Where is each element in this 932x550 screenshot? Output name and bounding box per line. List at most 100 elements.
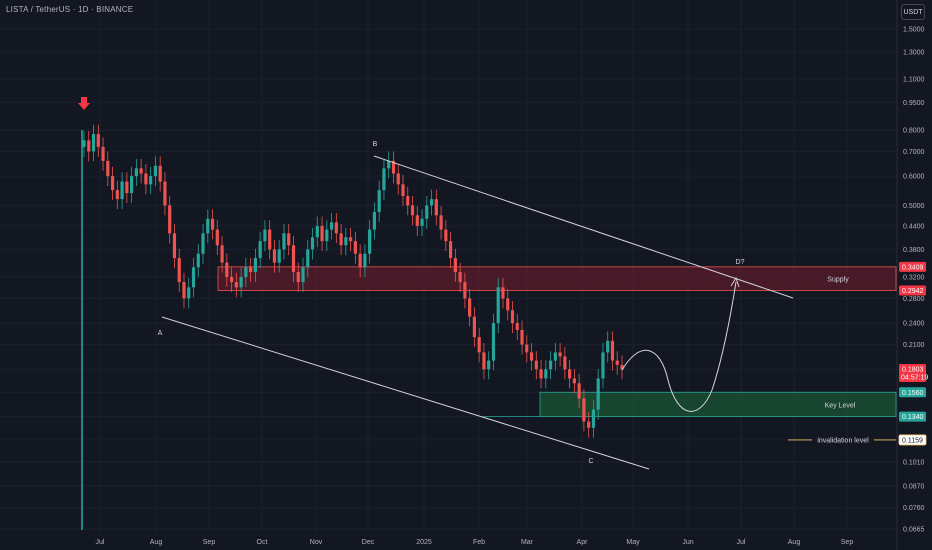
candle-body [444,229,448,242]
candle-body [572,378,576,384]
candle-body [429,199,434,206]
invalidation-label: invalidation level [817,437,869,444]
candle-body [296,272,300,283]
bar-countdown: 04:57:19 [901,375,928,382]
candle-body [315,225,319,238]
candle-body [401,184,405,197]
candle-body [177,258,181,283]
candle-body [110,176,115,191]
candle-body [168,205,172,234]
candle-body [234,282,238,288]
down-arrow-icon [78,97,90,110]
candles-layer [81,124,624,530]
candle-body [610,340,615,361]
candle-body [249,267,253,273]
y-tick-label: 0.0870 [903,483,925,490]
candle-body [134,168,138,177]
x-tick-label: Mar [521,539,534,546]
y-tick-label: 0.0760 [903,505,925,512]
candle-body [487,360,491,370]
candle-body [439,215,443,230]
symbol-header[interactable]: LISTA / TetherUS · 1D · BINANCE [6,5,134,14]
x-tick-label: Jul [737,539,746,546]
candle-body [91,134,96,152]
candle-body [434,199,438,216]
candle-body [225,262,229,277]
wave-label-d: D? [736,259,745,266]
candle-body [158,165,162,182]
candle-body [196,253,200,268]
candle-body [525,344,529,353]
price-tag-value: 0.1159 [902,437,923,444]
forecast-path [621,281,737,412]
candle-body [544,369,548,379]
candle-body [601,352,605,379]
candle-body [125,181,129,194]
y-tick-label: 0.7000 [903,149,925,156]
price-tag-invalidation [898,434,927,446]
candle-body [115,190,119,200]
price-tag-supply-top [899,261,926,272]
y-tick-label: 0.3200 [903,274,925,281]
candle-body [620,364,624,370]
y-axis[interactable]: 1.5000 1.3000 1.1000 0.9500 0.8000 0.7000 0.60… [903,27,925,534]
candle-body [420,218,424,226]
candle-body [406,196,410,206]
wave-label-a: A [158,330,163,337]
candle-body [468,298,472,317]
candle-body [149,176,153,185]
candle-body [272,249,277,263]
candle-body [120,181,124,200]
zones-layer: Supply Key Level invalidation level [217,266,897,444]
candle-body [310,237,315,250]
y-tick-label: 0.1010 [903,460,925,467]
candle-body [96,134,100,147]
x-axis[interactable]: Jul Aug Sep Oct Nov Dec 2025 Feb Mar Apr May Jun Jul… [96,539,854,546]
candle-body [391,160,396,174]
x-tick-label: May [626,539,640,546]
candle-body [568,369,572,379]
candle-body [472,316,477,338]
currency-unit-button[interactable]: USDT [901,4,925,20]
candle-body [263,229,267,242]
candle-body [510,310,515,324]
candle-body [520,329,524,345]
candle-body [306,249,310,268]
candle-body [191,267,196,288]
candle-body [101,146,105,161]
candle-body [534,360,538,370]
y-tick-label: 0.4400 [903,223,925,230]
candle-body [449,241,453,259]
price-tag-value: 0.1560 [902,390,924,397]
x-tick-label: Jul [96,539,105,546]
price-tag-key-bottom [899,411,926,422]
candle-body [596,378,600,410]
candle-body [463,282,467,299]
x-tick-label: Dec [362,539,375,546]
candle-body [282,233,286,250]
candle-body [458,272,462,283]
candle-body [582,398,586,422]
candle-body [172,233,177,259]
y-tick-label: 0.2800 [903,296,925,303]
candle-body [215,229,219,246]
candle-body [253,258,257,273]
candle-body [382,168,386,191]
candle-body [353,241,357,254]
candle-body [558,352,562,357]
y-tick-label: 0.6000 [903,174,925,181]
wave-label-c: C [588,458,593,465]
candle-body [258,241,262,259]
candle-body [163,181,167,206]
y-tick-label: 0.5000 [903,203,925,210]
candle-body [291,245,296,273]
candle-body [615,360,619,365]
candle-body [477,337,481,353]
y-tick-label: 0.2400 [903,321,925,328]
price-tag-value: 0.1803 [902,367,924,374]
candle-body [482,352,486,370]
candle-body [144,173,148,185]
candle-body [501,287,505,299]
price-tag-value: 0.2942 [902,288,924,295]
